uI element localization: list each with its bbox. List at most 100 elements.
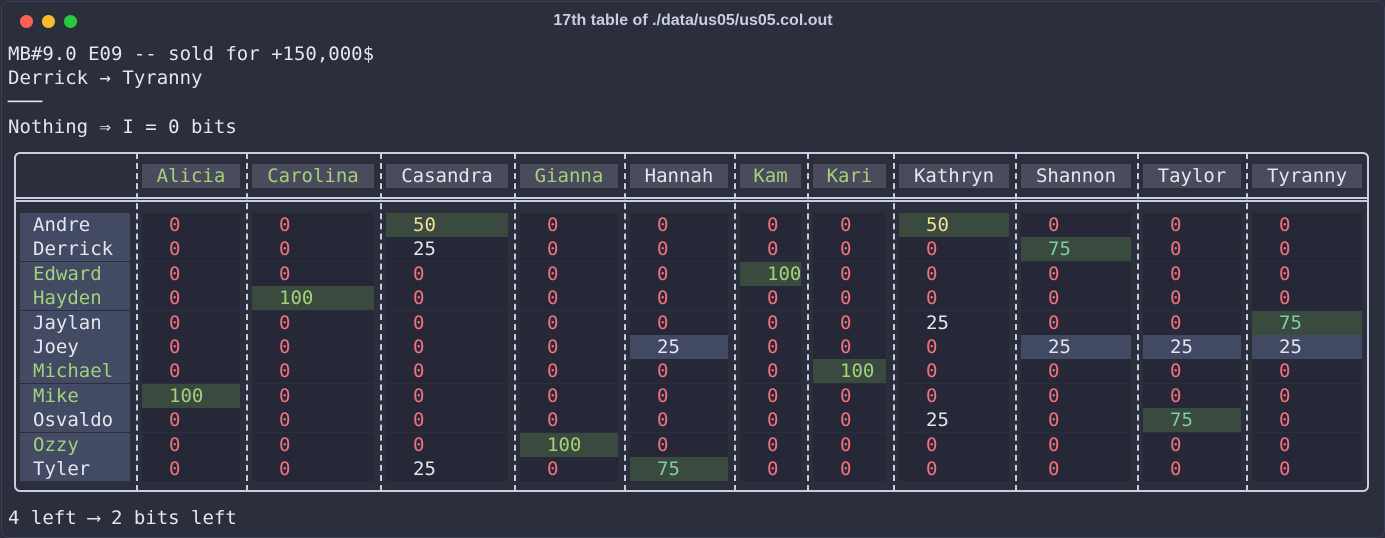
row-name: Osvaldo xyxy=(20,408,130,433)
table-cell: 0 xyxy=(142,237,240,262)
column-separator xyxy=(1015,153,1017,491)
table-cell: 0 xyxy=(813,213,886,237)
column-header: Shannon xyxy=(1021,164,1131,188)
table-cell: 0 xyxy=(1143,310,1241,335)
table-cell: 0 xyxy=(520,286,618,311)
table-cell: 0 xyxy=(630,432,728,457)
table-cell: 25 xyxy=(899,408,1009,433)
table-cell: 75 xyxy=(1143,408,1241,433)
table-cell: 0 xyxy=(630,237,728,262)
maximize-button[interactable] xyxy=(64,15,77,28)
column-header: Alicia xyxy=(142,164,240,188)
table-cell: 0 xyxy=(630,310,728,335)
table-cell: 0 xyxy=(630,383,728,408)
column-separator xyxy=(1137,153,1139,491)
table-cell: 0 xyxy=(252,408,374,433)
column-header: Hannah xyxy=(630,164,728,188)
row-name: Andre xyxy=(20,213,130,237)
table-cell: 0 xyxy=(1252,457,1362,481)
table-cell: 0 xyxy=(142,457,240,481)
table-cell: 0 xyxy=(899,261,1009,286)
table-cell: 0 xyxy=(252,457,374,481)
table-cell: 0 xyxy=(899,457,1009,481)
table-cell: 0 xyxy=(813,432,886,457)
table-cell: 0 xyxy=(1021,359,1131,384)
table-cell: 75 xyxy=(1252,310,1362,335)
table-cell: 0 xyxy=(1143,432,1241,457)
table-cell: 0 xyxy=(740,432,801,457)
table-cell: 0 xyxy=(386,335,508,359)
table-cell: 0 xyxy=(630,261,728,286)
table-cell: 0 xyxy=(1021,408,1131,433)
column-separator xyxy=(624,153,626,491)
table-cell: 0 xyxy=(1021,261,1131,286)
row-name: Jaylan xyxy=(20,310,130,335)
table-cell: 0 xyxy=(1143,383,1241,408)
column-header: Kari xyxy=(813,164,886,188)
table-cell: 0 xyxy=(1252,432,1362,457)
column-separator xyxy=(893,153,895,491)
table-cell: 0 xyxy=(1143,261,1241,286)
column-separator xyxy=(380,153,382,491)
table-cell: 25 xyxy=(1021,335,1131,359)
table-cell: 0 xyxy=(252,310,374,335)
column-header: Carolina xyxy=(252,164,374,188)
table-cell: 0 xyxy=(740,335,801,359)
row-name: Edward xyxy=(20,261,130,286)
table-cell: 0 xyxy=(1021,383,1131,408)
table-cell: 0 xyxy=(386,261,508,286)
table-cell: 0 xyxy=(142,335,240,359)
table-cell: 0 xyxy=(740,213,801,237)
row-name: Joey xyxy=(20,335,130,359)
table-cell: 25 xyxy=(899,310,1009,335)
table-cell: 0 xyxy=(386,286,508,311)
table-cell: 0 xyxy=(252,359,374,384)
table-cell: 0 xyxy=(899,383,1009,408)
table-cell: 0 xyxy=(252,261,374,286)
table-cell: 0 xyxy=(1252,261,1362,286)
title-bar: 17th table of ./data/us05/us05.col.out xyxy=(2,2,1384,40)
table-cell: 0 xyxy=(386,359,508,384)
table-cell: 50 xyxy=(899,213,1009,237)
table-cell: 0 xyxy=(740,310,801,335)
table-cell: 0 xyxy=(252,237,374,262)
table-cell: 25 xyxy=(1252,335,1362,359)
column-separator xyxy=(1246,153,1248,491)
table-cell: 0 xyxy=(813,457,886,481)
table-cell: 0 xyxy=(520,310,618,335)
table-cell: 0 xyxy=(386,408,508,433)
table-cell: 0 xyxy=(142,359,240,384)
header-line-2: Derrick → Tyranny xyxy=(8,67,203,89)
table-cell: 0 xyxy=(520,261,618,286)
column-header: Gianna xyxy=(520,164,618,188)
table-cell: 0 xyxy=(899,286,1009,311)
row-name: Hayden xyxy=(20,286,130,311)
close-button[interactable] xyxy=(20,15,33,28)
table-cell: 0 xyxy=(1143,213,1241,237)
table-cell: 75 xyxy=(1021,237,1131,262)
table-cell: 0 xyxy=(252,335,374,359)
column-separator xyxy=(246,153,248,491)
header-line-3: Nothing ⇒ I = 0 bits xyxy=(8,116,237,138)
minimize-button[interactable] xyxy=(42,15,55,28)
table-cell: 0 xyxy=(899,237,1009,262)
table-cell: 0 xyxy=(740,286,801,311)
table-cell: 0 xyxy=(1252,213,1362,237)
table-cell: 0 xyxy=(630,359,728,384)
table-cell: 0 xyxy=(1021,310,1131,335)
row-name: Derrick xyxy=(20,237,130,262)
table-cell: 0 xyxy=(520,383,618,408)
table-cell: 0 xyxy=(386,310,508,335)
window-title: 17th table of ./data/us05/us05.col.out xyxy=(553,12,833,29)
table-cell: 0 xyxy=(1021,213,1131,237)
table-cell: 0 xyxy=(1252,408,1362,433)
table-cell: 0 xyxy=(520,457,618,481)
table-cell: 0 xyxy=(142,261,240,286)
column-header: Casandra xyxy=(386,164,508,188)
table-cell: 0 xyxy=(520,408,618,433)
table-cell: 0 xyxy=(630,286,728,311)
table-cell: 0 xyxy=(1021,432,1131,457)
table-cell: 75 xyxy=(630,457,728,481)
table-cell: 0 xyxy=(1021,286,1131,311)
table-cell: 0 xyxy=(1143,457,1241,481)
